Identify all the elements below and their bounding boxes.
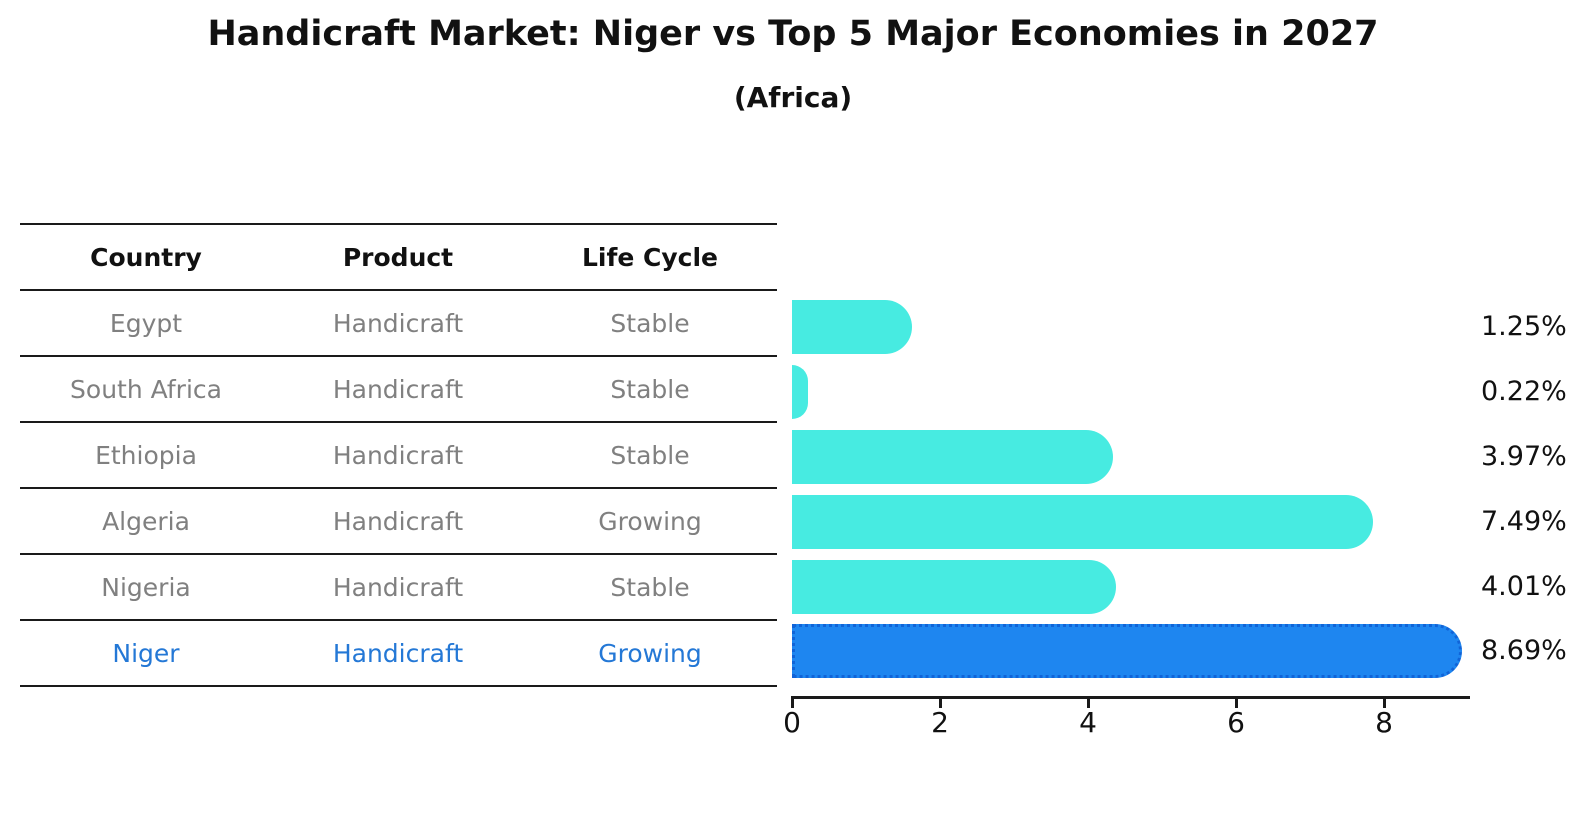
cell-country: Niger [112, 638, 180, 668]
x-axis-line [791, 696, 1470, 699]
cell-country: Egypt [109, 308, 183, 338]
bar-value-label: 4.01% [1481, 571, 1567, 602]
table-row: Ethiopia Handicraft Stable [20, 423, 777, 489]
bar-ethiopia [792, 430, 1113, 484]
cell-product: Handicraft [332, 572, 464, 602]
x-axis-tick-label: 6 [1227, 706, 1245, 739]
cell-country: Algeria [102, 506, 190, 536]
bar-value-label: 0.22% [1481, 376, 1567, 407]
table-row: South Africa Handicraft Stable [20, 357, 777, 423]
cell-life-cycle: Growing [598, 638, 702, 668]
country-table: Country Product Life Cycle Egypt Handicr… [20, 223, 777, 687]
bar-value-label: 7.49% [1481, 506, 1567, 537]
bar-egypt [792, 300, 912, 354]
table-row-niger-highlight: Niger Handicraft Growing [20, 621, 777, 687]
table-row: Egypt Handicraft Stable [20, 291, 777, 357]
column-header-country: Country [90, 242, 202, 272]
table-header-row: Country Product Life Cycle [20, 225, 777, 291]
cell-life-cycle: Growing [598, 506, 702, 536]
x-axis-tick-label: 8 [1375, 706, 1393, 739]
cell-product: Handicraft [332, 308, 464, 338]
x-axis-tick-label: 0 [783, 706, 801, 739]
chart-subtitle: (Africa) [733, 81, 853, 114]
cell-country: Ethiopia [95, 440, 197, 470]
cell-life-cycle: Stable [610, 572, 690, 602]
column-header-product: Product [342, 242, 454, 272]
x-axis-tick [939, 699, 942, 708]
table-row: Algeria Handicraft Growing [20, 489, 777, 555]
cell-life-cycle: Stable [610, 374, 690, 404]
x-axis-tick [791, 699, 794, 708]
cell-life-cycle: Stable [610, 440, 690, 470]
chart-title: Handicraft Market: Niger vs Top 5 Major … [207, 14, 1379, 54]
bar-value-label: 3.97% [1481, 441, 1567, 472]
x-axis-tick [1383, 699, 1386, 708]
bar-value-label: 1.25% [1481, 311, 1567, 342]
column-header-life-cycle: Life Cycle [581, 242, 719, 272]
cell-life-cycle: Stable [610, 308, 690, 338]
cell-country: South Africa [70, 374, 222, 404]
x-axis-tick-label: 4 [1079, 706, 1097, 739]
bar-nigeria [792, 560, 1116, 614]
cell-product: Handicraft [332, 440, 464, 470]
x-axis-tick [1235, 699, 1238, 708]
bar-algeria [792, 495, 1374, 549]
cell-country: Nigeria [101, 572, 191, 602]
bar-south-africa [792, 365, 809, 419]
cell-product: Handicraft [332, 638, 464, 668]
x-axis-tick [1087, 699, 1090, 708]
cell-product: Handicraft [332, 374, 464, 404]
x-axis-tick-label: 2 [931, 706, 949, 739]
table-row: Nigeria Handicraft Stable [20, 555, 777, 621]
bar-value-label: 8.69% [1481, 635, 1567, 666]
cell-product: Handicraft [332, 506, 464, 536]
bar-niger-highlight [792, 624, 1463, 678]
